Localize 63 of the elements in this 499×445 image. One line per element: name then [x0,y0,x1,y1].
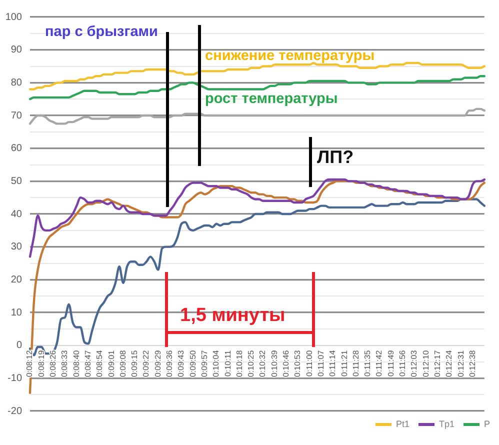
x-tick-label: 0:08:12 [25,350,34,378]
x-tick-label: 0:12:31 [456,350,466,378]
line-series [28,108,486,125]
y-tick-label: 10 [10,307,22,318]
x-tick-label: 0:09:36 [165,350,174,378]
x-tick-label: 0:11:21 [340,350,349,376]
x-tick-label: 0:09:22 [142,350,151,378]
y-tick-label: -10 [8,372,22,384]
annotation: снижение температуры [205,48,375,64]
x-tick-label: 0:10:39 [270,350,279,378]
annotation: пар с брызгами [45,24,158,40]
legend-label: Tp1 [438,418,455,429]
x-tick-label: 0:11:00 [304,350,314,376]
legend-label: P [484,418,490,429]
annotation: 1,5 минуты [180,304,286,326]
y-tick-label: -20 [8,406,22,417]
x-tick-label: 0:11:14 [328,350,338,376]
x-tick-label: 0:09:08 [118,350,128,378]
x-tick-label: 0:12:03 [410,350,419,378]
x-tick-label: 0:10:11 [223,350,232,376]
x-tick-label: 0:09:15 [130,350,140,378]
x-tick-label: 0:10:18 [234,350,244,378]
x-tick-label: 0:11:35 [363,350,372,376]
y-tick-label: 50 [10,176,22,187]
y-tick-label: 90 [10,44,22,56]
x-tick-label: 0:09:50 [188,350,198,378]
x-tick-label: 0:08:19 [36,350,46,378]
x-tick-label: 0:12:10 [421,350,430,378]
x-tick-label: 0:11:28 [351,350,360,376]
x-tick-label: 0:10:53 [293,350,302,378]
x-tick-label: 0:11:49 [386,350,396,376]
line-series [28,62,486,90]
annotation: рост температуры [205,91,338,107]
x-tick-label: 0:09:43 [176,350,186,378]
x-tick-label: 0:09:01 [106,350,116,378]
x-tick-label: 0:10:04 [212,350,221,378]
line-series [28,178,486,258]
y-tick-label: 70 [10,110,22,122]
x-tick-label: 0:12:38 [468,350,477,378]
x-tick-label: 0:10:46 [282,350,291,378]
x-tick-label: 0:12:17 [433,350,442,378]
y-tick-label: 60 [10,143,22,154]
x-tick-label: 0:11:56 [398,350,408,376]
x-tick-label: 0:08:33 [60,350,70,378]
y-tick-label: 40 [10,208,22,220]
x-tick-label: 0:09:29 [153,350,162,378]
x-tick-label: 0:08:54 [95,350,104,378]
x-tick-label: 0:10:25 [246,350,256,378]
y-tick-label: 80 [10,77,22,88]
x-tick-label: 0:09:57 [200,350,209,378]
x-tick-label: 0:08:40 [72,350,81,378]
annotation: ЛП? [317,147,354,167]
y-tick-label: 20 [10,274,22,286]
x-tick-label: 0:12:24 [444,350,454,378]
x-tick-label: 0:08:26 [48,350,58,378]
x-tick-label: 0:11:42 [374,350,384,376]
y-tick-label: 30 [10,242,22,253]
x-tick-label: 0:10:32 [258,350,268,378]
x-tick-label: 0:11:07 [316,350,326,376]
legend-label: Pt1 [396,418,410,429]
x-tick-label: 0:08:47 [83,350,92,378]
y-tick-label: 100 [5,12,22,23]
y-tick-label: 0 [16,340,22,352]
